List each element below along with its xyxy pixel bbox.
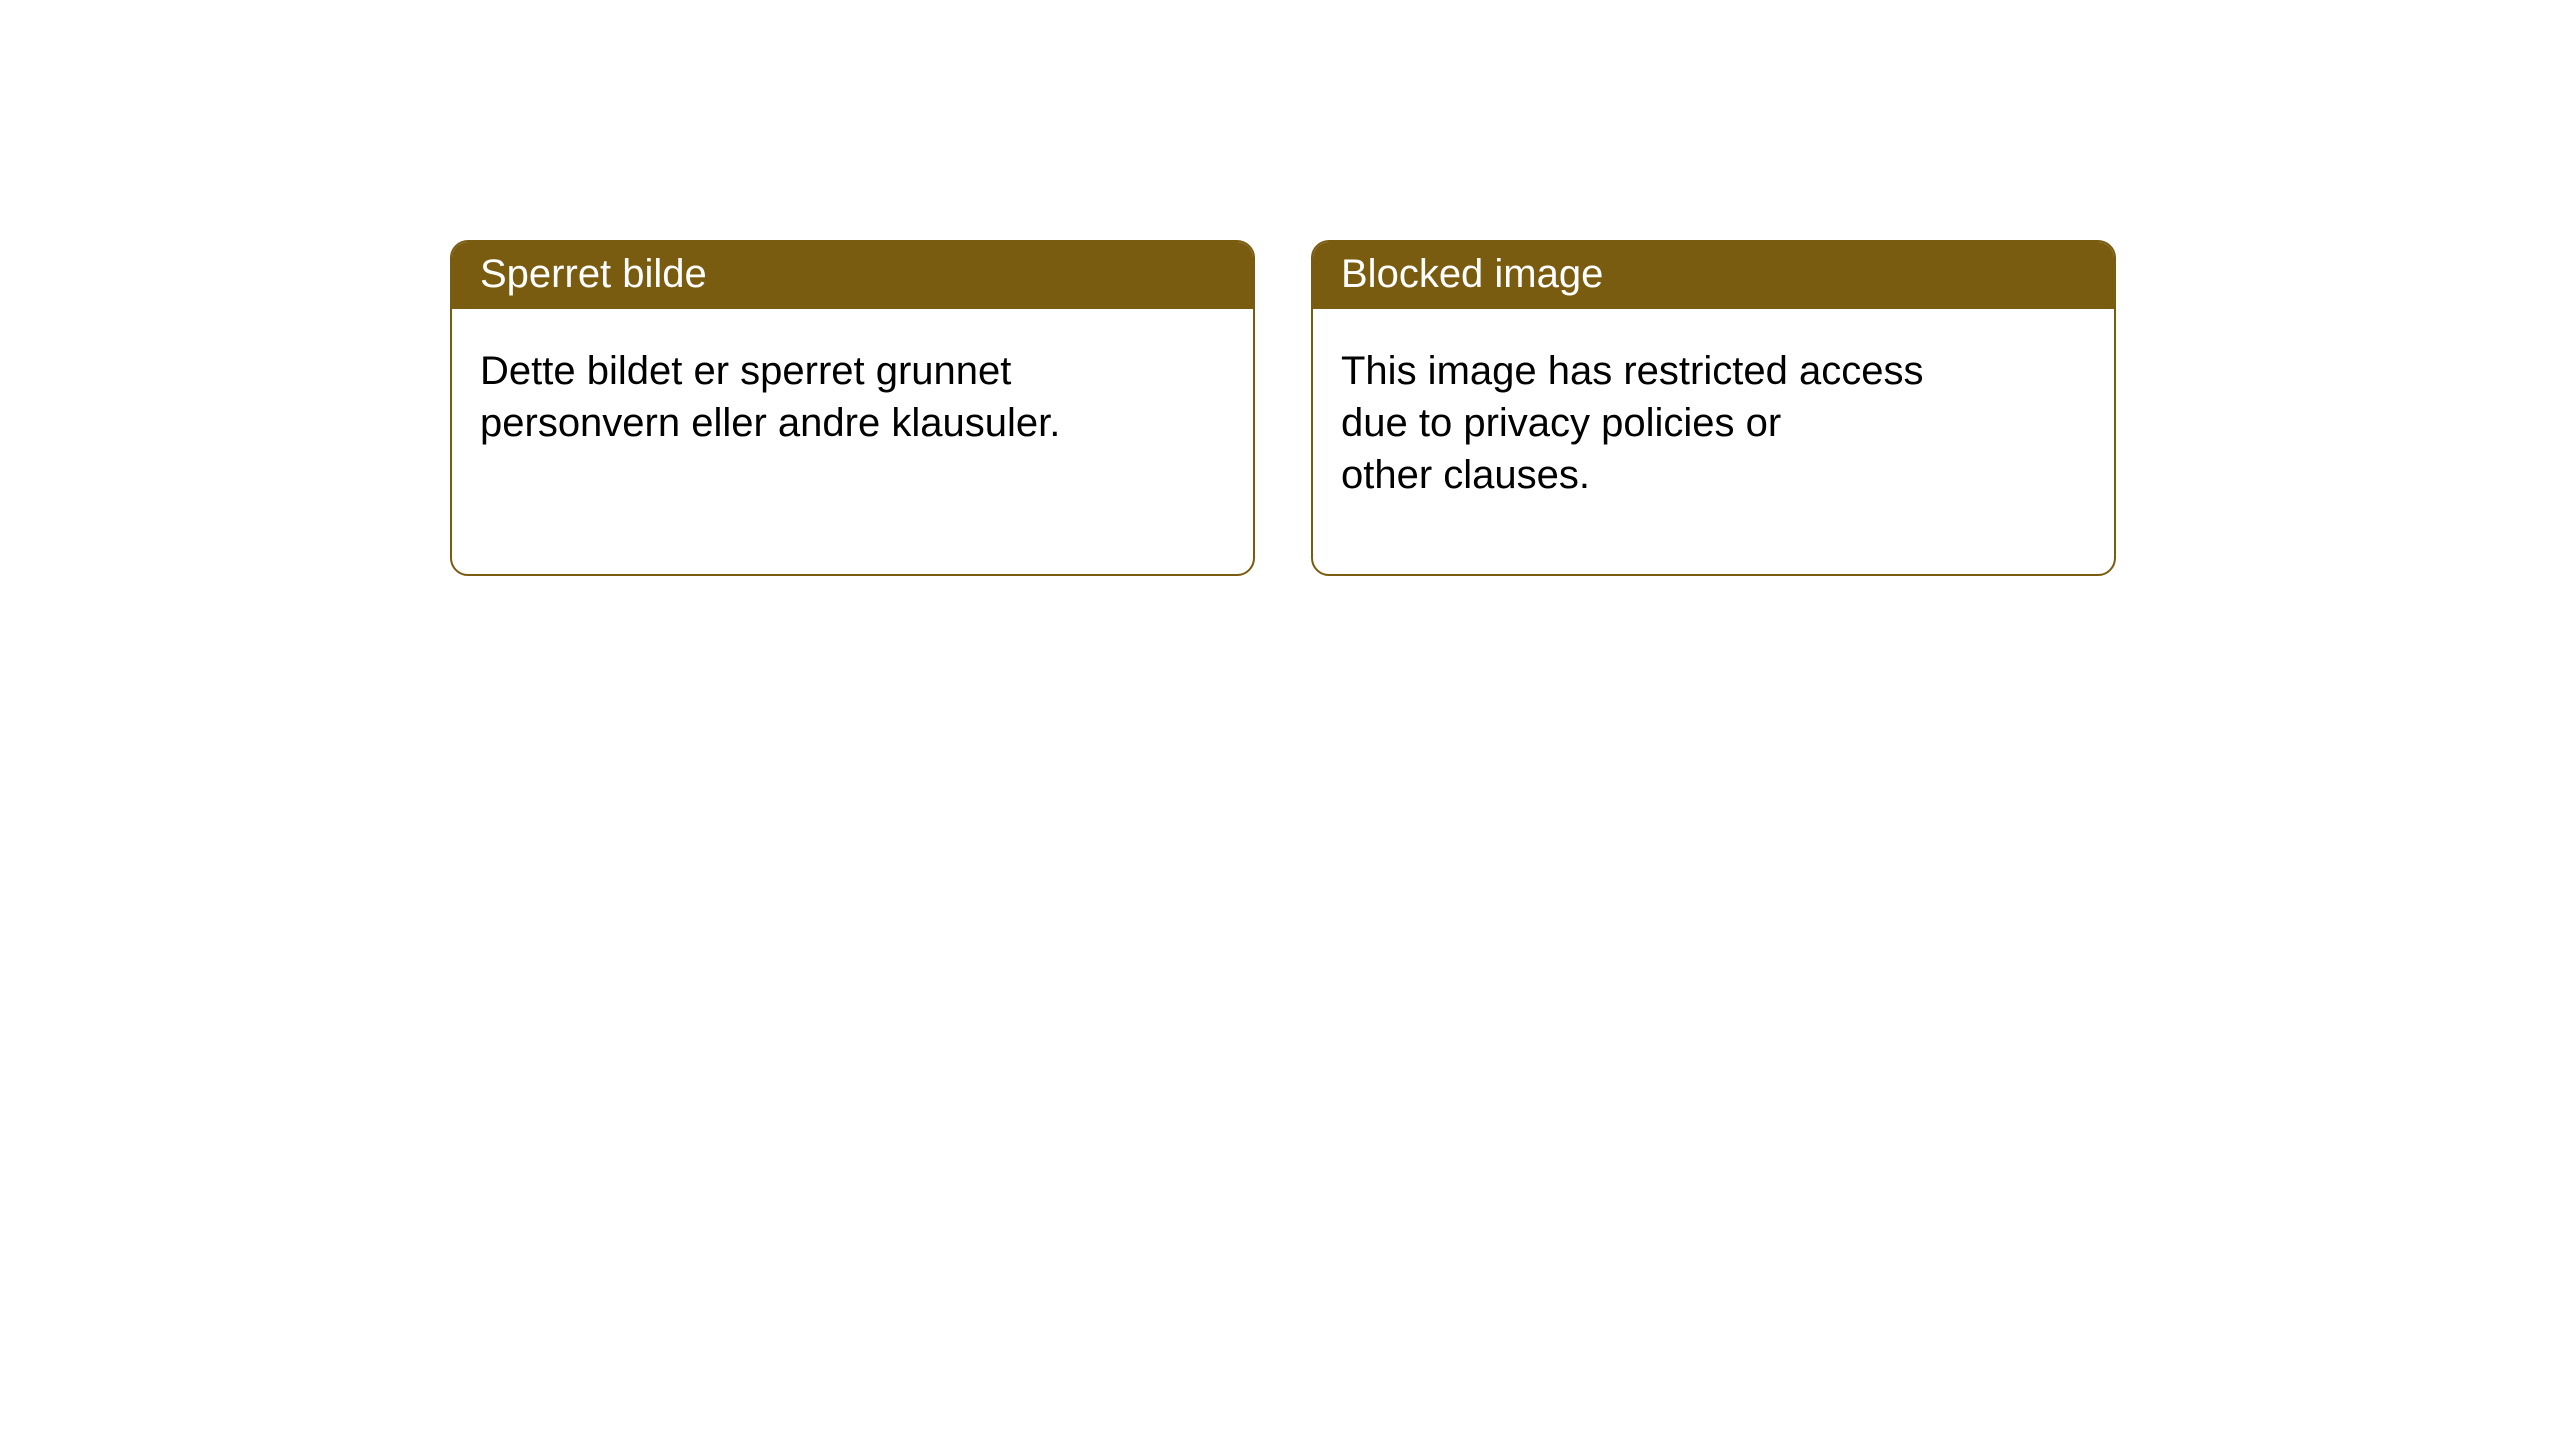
notice-card-norwegian: Sperret bilde Dette bildet er sperret gr… <box>450 240 1255 576</box>
notice-container: Sperret bilde Dette bildet er sperret gr… <box>450 240 2116 576</box>
notice-header-norwegian: Sperret bilde <box>452 242 1253 309</box>
notice-header-english: Blocked image <box>1313 242 2114 309</box>
notice-card-english: Blocked image This image has restricted … <box>1311 240 2116 576</box>
notice-body-english: This image has restricted access due to … <box>1313 309 2114 537</box>
notice-body-norwegian: Dette bildet er sperret grunnet personve… <box>452 309 1253 485</box>
